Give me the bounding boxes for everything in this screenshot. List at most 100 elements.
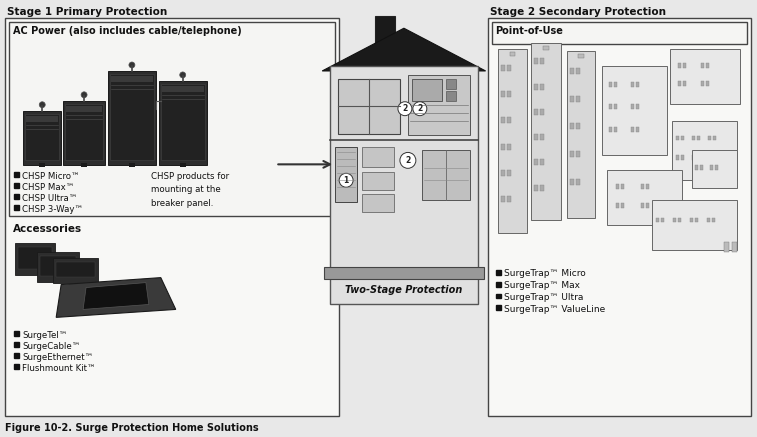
Bar [706, 81, 709, 87]
Bar [732, 242, 737, 252]
Bar [614, 104, 617, 109]
Bar [534, 134, 538, 140]
Bar [531, 43, 562, 220]
Bar [570, 151, 575, 157]
Bar [81, 163, 87, 167]
Bar [621, 184, 624, 189]
Text: 1: 1 [344, 176, 349, 185]
Bar [683, 81, 686, 87]
Bar [615, 203, 618, 208]
Text: SurgeTrap™ ValueLine: SurgeTrap™ ValueLine [503, 305, 605, 314]
Bar [179, 163, 185, 167]
Bar [701, 81, 704, 87]
Text: Flushmount Kit™: Flushmount Kit™ [22, 364, 96, 373]
Text: Two-Stage Protection: Two-Stage Protection [345, 284, 463, 295]
Bar [422, 150, 469, 200]
Bar [496, 270, 500, 274]
Bar [576, 96, 581, 101]
Circle shape [39, 102, 45, 108]
Bar [14, 183, 20, 188]
Bar [614, 82, 617, 87]
Bar [609, 127, 612, 132]
Bar [602, 66, 667, 156]
Bar [636, 82, 639, 87]
Bar [335, 147, 357, 202]
Bar [706, 63, 709, 68]
Text: SurgeTrap™ Ultra: SurgeTrap™ Ultra [503, 293, 583, 302]
Bar [534, 184, 538, 191]
Bar [330, 66, 478, 305]
FancyBboxPatch shape [37, 252, 79, 281]
Bar [14, 331, 20, 336]
Bar [540, 58, 544, 64]
Bar [25, 114, 59, 160]
Bar [66, 106, 102, 112]
FancyBboxPatch shape [63, 101, 105, 165]
Text: 2: 2 [417, 104, 422, 113]
FancyBboxPatch shape [5, 18, 339, 416]
Bar [681, 135, 684, 141]
Bar [506, 65, 510, 71]
Bar [509, 52, 516, 56]
Bar [496, 305, 500, 310]
Bar [544, 46, 550, 50]
Bar [540, 109, 544, 115]
Bar [678, 63, 681, 68]
Bar [646, 184, 649, 189]
Bar [14, 172, 20, 177]
Text: CHSP Ultra™: CHSP Ultra™ [22, 194, 78, 203]
Bar [324, 267, 484, 279]
Bar [713, 156, 716, 160]
Bar [506, 144, 510, 149]
Text: CHSP products for
mounting at the
breaker panel.: CHSP products for mounting at the breake… [151, 172, 229, 208]
Bar [14, 205, 20, 210]
Bar [646, 203, 649, 208]
Text: 2: 2 [405, 156, 410, 165]
Circle shape [400, 153, 416, 168]
Bar [540, 160, 544, 165]
Text: SurgeEthernet™: SurgeEthernet™ [22, 353, 94, 361]
Polygon shape [83, 283, 149, 309]
Text: Accessories: Accessories [14, 224, 83, 234]
FancyBboxPatch shape [53, 258, 98, 283]
Bar [713, 135, 716, 141]
Bar [656, 218, 659, 222]
Bar [65, 104, 103, 160]
Bar [607, 170, 682, 225]
Bar [540, 134, 544, 140]
Polygon shape [322, 28, 485, 71]
Bar [540, 83, 544, 90]
FancyBboxPatch shape [488, 18, 751, 416]
FancyBboxPatch shape [9, 22, 335, 216]
Bar [506, 170, 510, 176]
Bar [500, 144, 504, 149]
Bar [39, 163, 45, 167]
Bar [636, 127, 639, 132]
Bar [408, 75, 469, 135]
FancyBboxPatch shape [159, 81, 207, 165]
Bar [570, 179, 575, 185]
Circle shape [398, 102, 412, 116]
Bar [496, 294, 500, 298]
Bar [497, 49, 528, 233]
Bar [576, 179, 581, 185]
Text: Figure 10-2. Surge Protection Home Solutions: Figure 10-2. Surge Protection Home Solut… [5, 423, 259, 433]
Text: Point-of-Use: Point-of-Use [496, 26, 563, 36]
Bar [670, 49, 740, 104]
FancyBboxPatch shape [23, 111, 61, 165]
Bar [652, 200, 737, 250]
Text: SurgeTrap™ Micro: SurgeTrap™ Micro [503, 269, 585, 278]
Bar [500, 170, 504, 176]
Bar [506, 118, 510, 123]
Bar [160, 84, 204, 160]
Circle shape [339, 173, 353, 187]
Bar [506, 91, 510, 97]
FancyBboxPatch shape [108, 71, 156, 165]
Bar [709, 156, 712, 160]
Text: SurgeCable™: SurgeCable™ [22, 342, 81, 350]
Bar [56, 262, 95, 277]
Bar [446, 79, 456, 89]
Polygon shape [56, 277, 176, 317]
Circle shape [81, 92, 87, 98]
Bar [534, 160, 538, 165]
